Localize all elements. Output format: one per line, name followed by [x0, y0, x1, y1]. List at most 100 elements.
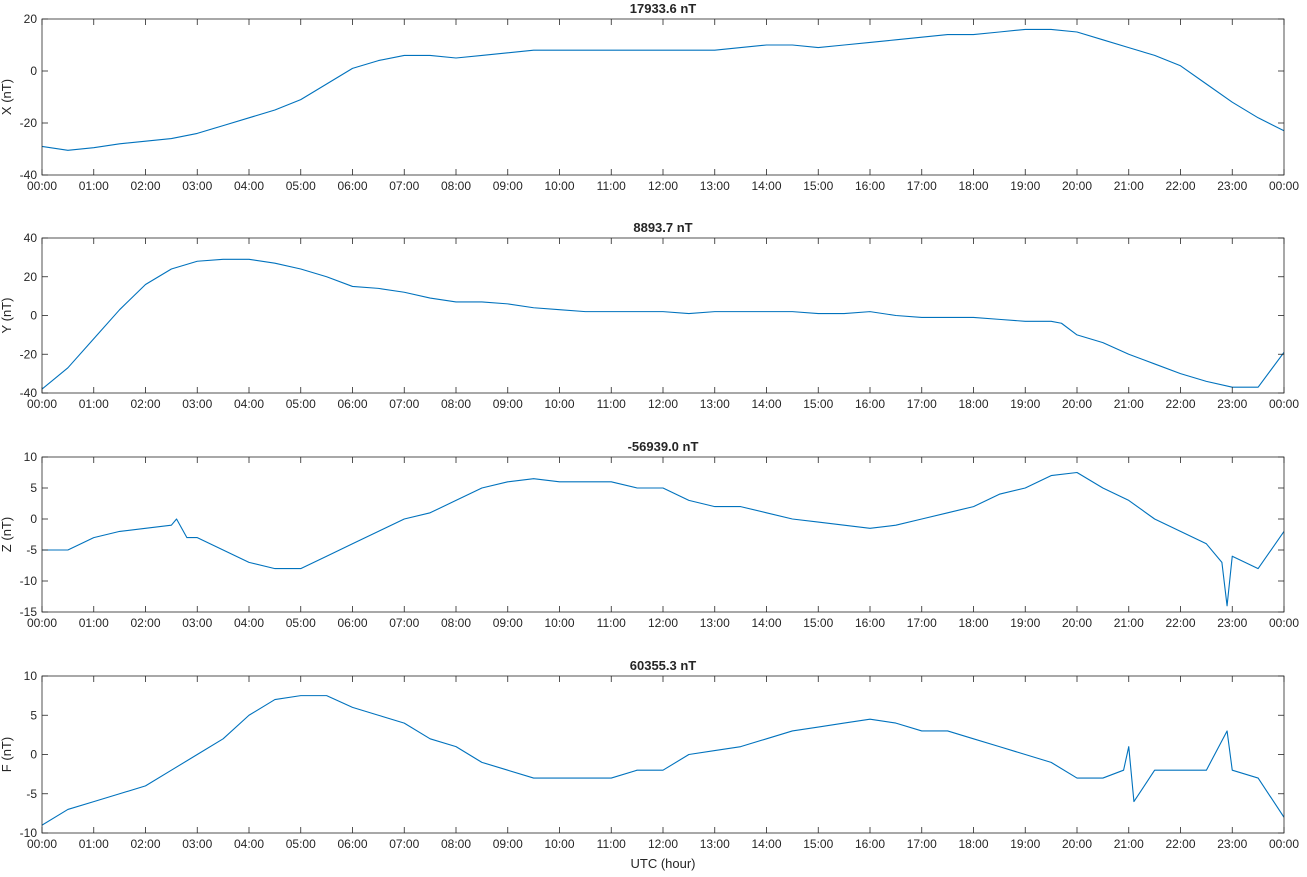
x-tick-label: 12:00 — [648, 179, 678, 193]
x-tick-label: 09:00 — [493, 397, 523, 411]
y-tick-label: 40 — [24, 231, 38, 245]
x-tick-label: 15:00 — [803, 837, 833, 851]
x-tick-label: 00:00 — [27, 616, 57, 630]
y-tick-label: -40 — [20, 168, 38, 182]
x-tick-label: 12:00 — [648, 616, 678, 630]
x-tick-label: 21:00 — [1114, 616, 1144, 630]
x-tick-label: 00:00 — [1269, 179, 1299, 193]
axes-box — [41, 675, 1285, 834]
panel-title: 8893.7 nT — [633, 220, 692, 235]
x-tick-label: 03:00 — [182, 837, 212, 851]
x-tick-label: 23:00 — [1217, 179, 1247, 193]
panel-title: 17933.6 nT — [630, 1, 697, 16]
panel-title: -56939.0 nT — [628, 439, 699, 454]
x-tick-label: 17:00 — [907, 616, 937, 630]
x-tick-label: 04:00 — [234, 616, 264, 630]
y-tick-label: 0 — [30, 748, 37, 762]
x-tick-label: 00:00 — [1269, 397, 1299, 411]
y-tick-label: 5 — [30, 708, 37, 722]
x-tick-label: 01:00 — [79, 616, 109, 630]
x-tick-label: 09:00 — [493, 837, 523, 851]
x-tick-label: 15:00 — [803, 616, 833, 630]
series-line-1 — [42, 28, 1284, 151]
x-tick-label: 13:00 — [700, 179, 730, 193]
chart-panel-3: 00:00 01:00 02:00 03:00 04:00 05:00 06:00 07:00… — [0, 439, 1299, 630]
x-tick-label: 00:00 — [27, 179, 57, 193]
x-tick-label: 17:00 — [907, 397, 937, 411]
y-tick-label: -10 — [20, 826, 38, 840]
x-tick-label: 20:00 — [1062, 397, 1092, 411]
x-tick-label: 03:00 — [182, 179, 212, 193]
x-tick-label: 04:00 — [234, 179, 264, 193]
x-tick-label: 18:00 — [958, 179, 988, 193]
y-tick-label: -40 — [20, 386, 38, 400]
x-tick-label: 13:00 — [700, 397, 730, 411]
y-tick-label: 10 — [24, 669, 38, 683]
series-line-1 — [42, 258, 1284, 390]
x-tick-label: 06:00 — [337, 837, 367, 851]
x-tick-label: 11:00 — [597, 616, 626, 630]
axes-box — [41, 237, 1285, 394]
x-tick-label: 03:00 — [182, 616, 212, 630]
y-tick-label: 0 — [30, 512, 37, 526]
x-tick-label: 14:00 — [751, 179, 781, 193]
x-tick-label: 00:00 — [1269, 616, 1299, 630]
x-tick-label: 21:00 — [1114, 837, 1144, 851]
chart-panel-1: 00:00 01:00 02:00 03:00 04:00 05:00 06:00 07:00… — [0, 1, 1299, 193]
chart-panel-4: 00:00 01:00 02:00 03:00 04:00 05:00 06:00 07:00… — [0, 658, 1299, 851]
x-tick-label: 23:00 — [1217, 616, 1247, 630]
x-tick-label: 20:00 — [1062, 179, 1092, 193]
x-tick-label: 08:00 — [441, 397, 471, 411]
y-tick-label: 20 — [24, 270, 38, 284]
x-tick-label: 16:00 — [855, 616, 885, 630]
panel-title: 60355.3 nT — [630, 658, 697, 673]
x-tick-label: 18:00 — [958, 837, 988, 851]
x-tick-label: 12:00 — [648, 397, 678, 411]
x-tick-label: 16:00 — [855, 837, 885, 851]
x-tick-label: 13:00 — [700, 616, 730, 630]
x-tick-label: 00:00 — [27, 397, 57, 411]
x-tick-label: 09:00 — [493, 616, 523, 630]
x-tick-label: 11:00 — [597, 837, 626, 851]
x-tick-label: 01:00 — [79, 397, 109, 411]
y-axis-label: Z (nT) — [0, 517, 14, 552]
x-tick-label: 21:00 — [1114, 397, 1144, 411]
x-tick-label: 15:00 — [803, 397, 833, 411]
x-tick-label: 17:00 — [907, 179, 937, 193]
chart-panel-2: 00:00 01:00 02:00 03:00 04:00 05:00 06:00 07:00… — [0, 220, 1299, 411]
y-tick-label: 0 — [30, 64, 37, 78]
x-tick-label: 14:00 — [751, 616, 781, 630]
y-tick-label: 20 — [24, 12, 38, 26]
x-tick-label: 03:00 — [182, 397, 212, 411]
x-tick-label: 10:00 — [544, 397, 574, 411]
x-tick-label: 10:00 — [544, 179, 574, 193]
y-tick-label: -5 — [26, 787, 37, 801]
x-tick-label: 22:00 — [1165, 616, 1195, 630]
x-tick-label: 16:00 — [855, 397, 885, 411]
x-tick-label: 22:00 — [1165, 837, 1195, 851]
x-tick-label: 00:00 — [1269, 837, 1299, 851]
y-tick-label: -10 — [20, 574, 38, 588]
x-tick-label: 23:00 — [1217, 837, 1247, 851]
x-tick-label: 21:00 — [1114, 179, 1144, 193]
series-line-1 — [42, 695, 1284, 826]
x-tick-label: 02:00 — [130, 179, 160, 193]
x-tick-label: 07:00 — [389, 616, 419, 630]
axes-box — [41, 18, 1285, 176]
x-tick-label: 14:00 — [751, 837, 781, 851]
x-tick-label: 05:00 — [286, 837, 316, 851]
x-tick-label: 08:00 — [441, 616, 471, 630]
x-tick-label: 06:00 — [337, 179, 367, 193]
x-axis-label: UTC (hour) — [630, 856, 695, 871]
series-line-1 — [42, 471, 1284, 607]
y-axis-label: Y (nT) — [0, 298, 14, 334]
x-tick-label: 22:00 — [1165, 397, 1195, 411]
y-tick-label: 5 — [30, 481, 37, 495]
x-tick-label: 20:00 — [1062, 616, 1092, 630]
x-tick-label: 00:00 — [27, 837, 57, 851]
y-tick-label: -15 — [20, 605, 38, 619]
x-tick-label: 08:00 — [441, 179, 471, 193]
x-tick-label: 19:00 — [1010, 837, 1040, 851]
y-axis-label: F (nT) — [0, 737, 14, 772]
